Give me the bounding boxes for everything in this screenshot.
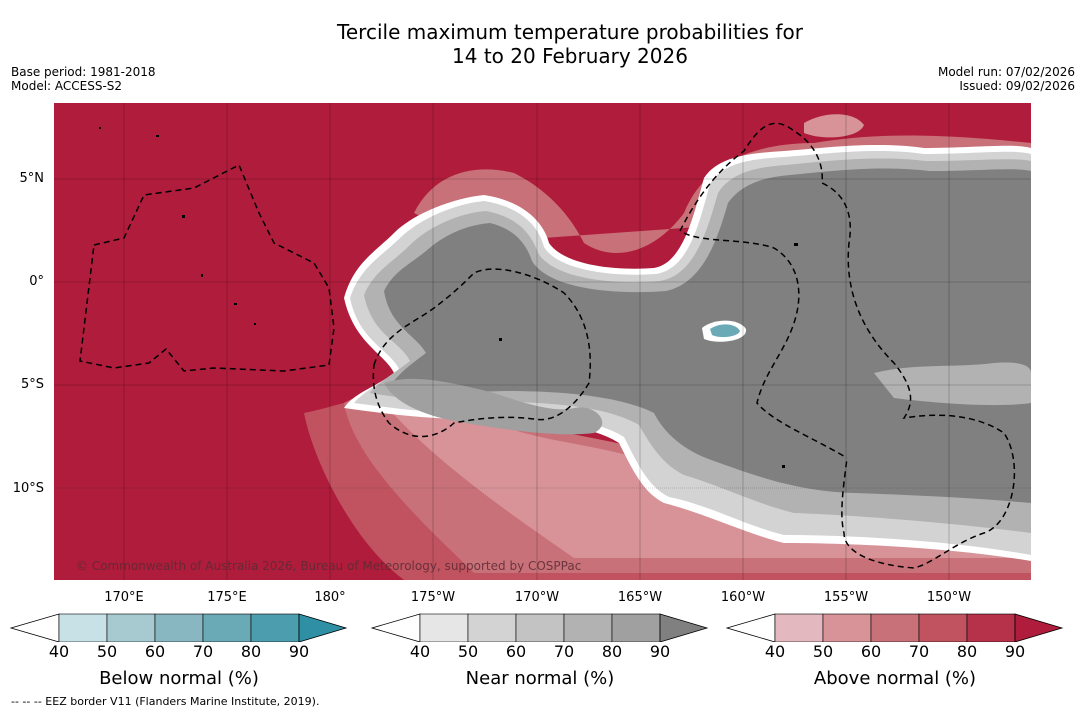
colorbar-segment [870, 613, 920, 642]
meta-left: Base period: 1981-2018 Model: ACCESS-S2 [11, 65, 156, 93]
lat-label-5n: 5°N [19, 171, 45, 186]
colorbar-segment [563, 613, 613, 642]
colorbar-segment [419, 613, 469, 642]
colorbar-arrow-low [726, 613, 776, 642]
colorbar-above-normal [726, 613, 1064, 642]
title-line-2: 14 to 20 February 2026 [452, 44, 688, 68]
cb1-tick: 60 [505, 642, 527, 661]
lat-label-0: 0° [29, 274, 44, 289]
colorbar-arrow-high [1014, 613, 1064, 642]
colorbar-segment [106, 613, 156, 642]
model-run: Model run: 07/02/2026 [937, 65, 1075, 79]
eez-footnote: -- -- -- EEZ border V11 (Flanders Marine… [11, 695, 320, 708]
lon-label-180: 180° [314, 590, 346, 605]
base-period: Base period: 1981-2018 [11, 65, 156, 79]
cb0-tick: 90 [288, 642, 310, 661]
above-spot-north [804, 114, 864, 138]
colorbar-segment [611, 613, 661, 642]
model-name: Model: ACCESS-S2 [11, 79, 123, 93]
cb0-tick: 70 [192, 642, 214, 661]
colorbar-segment [202, 613, 252, 642]
colorbar-arrow-high [298, 613, 348, 642]
colorbar-segment [154, 613, 204, 642]
colorbar-near-normal [371, 613, 709, 642]
islands [99, 127, 798, 468]
issued-date: Issued: 09/02/2026 [959, 79, 1075, 93]
colorbar-segment [918, 613, 968, 642]
cb1-tick: 40 [409, 642, 431, 661]
cb0-tick: 40 [48, 642, 70, 661]
cb1-tick: 80 [601, 642, 623, 661]
cb0-tick: 80 [240, 642, 262, 661]
near-normal-title: Near normal (%) [465, 668, 615, 689]
cb2-tick: 40 [764, 642, 786, 661]
eez-borders [79, 122, 1016, 569]
below-normal-spot-core [710, 324, 740, 338]
colorbar-segment [966, 613, 1016, 642]
colorbar-segment [515, 613, 565, 642]
near-patch-1 [384, 378, 603, 435]
colorbar-segment [822, 613, 872, 642]
map-title: Tercile maximum temperature probabilitie… [0, 20, 1085, 68]
meta-right: Model run: 07/02/2026 Issued: 09/02/2026 [938, 65, 1075, 93]
lon-label-170w: 170°W [514, 590, 560, 605]
colorbar-arrow-low [10, 613, 60, 642]
colorbar-arrow-low [371, 613, 421, 642]
below-normal-title: Below normal (%) [99, 668, 259, 689]
lon-label-170e: 170°E [104, 590, 144, 605]
lat-label-5s: 5°S [20, 377, 44, 392]
colorbar-segment [467, 613, 517, 642]
lon-label-175e: 175°E [207, 590, 247, 605]
colorbar-below-normal [10, 613, 348, 642]
lat-label-10s: 10°S [12, 481, 44, 496]
lon-label-155w: 155°W [823, 590, 869, 605]
cb0-tick: 50 [96, 642, 118, 661]
cb1-tick: 90 [649, 642, 671, 661]
above-normal-title: Above normal (%) [813, 668, 977, 689]
lon-label-160w: 160°W [720, 590, 766, 605]
lon-label-150w: 150°W [926, 590, 972, 605]
cb2-tick: 50 [812, 642, 834, 661]
cb1-tick: 50 [457, 642, 479, 661]
cb2-tick: 80 [956, 642, 978, 661]
cb2-tick: 70 [908, 642, 930, 661]
near-patch-2 [874, 362, 1031, 406]
cb1-tick: 70 [553, 642, 575, 661]
cb0-tick: 60 [144, 642, 166, 661]
title-line-1: Tercile maximum temperature probabilitie… [337, 20, 803, 44]
lon-label-175w: 175°W [410, 590, 456, 605]
cb2-tick: 90 [1004, 642, 1026, 661]
colorbar-arrow-high [659, 613, 709, 642]
copyright: © Commonwealth of Australia 2026, Bureau… [76, 559, 581, 573]
lon-label-165w: 165°W [617, 590, 663, 605]
colorbar-segment [58, 613, 108, 642]
probability-map: © Commonwealth of Australia 2026, Bureau… [54, 103, 1031, 580]
cb2-tick: 60 [860, 642, 882, 661]
graticule [54, 103, 1031, 580]
colorbar-segment [250, 613, 300, 642]
colorbar-segment [774, 613, 824, 642]
